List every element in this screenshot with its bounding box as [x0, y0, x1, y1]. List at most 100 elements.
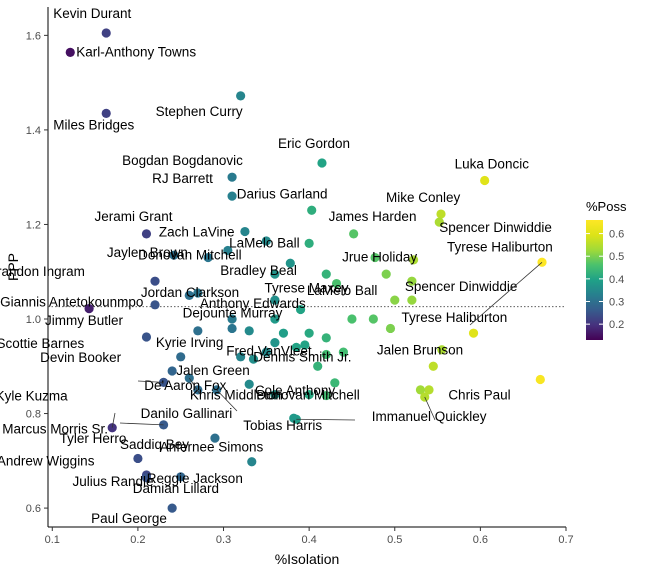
- scatter-point: [408, 255, 419, 265]
- point-label: Kyle Kuzma: [0, 388, 68, 403]
- point-label: Spencer Dinwiddie: [405, 279, 518, 294]
- scatter-point: [291, 342, 301, 352]
- scatter-point: [436, 209, 446, 219]
- point-label: Anfernee Simons: [160, 439, 264, 454]
- scatter-point: [203, 252, 213, 263]
- scatter-point: [141, 229, 152, 239]
- scatter-point: [210, 433, 220, 443]
- point-label: Darius Garland: [237, 186, 328, 201]
- scatter-point: [434, 217, 444, 227]
- x-tick-label: 0.7: [558, 534, 573, 546]
- leader-line: [119, 422, 164, 426]
- y-tick-label: 0.8: [26, 409, 41, 421]
- point-label: Jaylen Brown: [107, 245, 188, 260]
- scatter-point: [193, 288, 203, 298]
- point-label: Bogdan Bogdanovic: [122, 153, 243, 168]
- scatter-point: [133, 453, 143, 464]
- scatter-point: [437, 345, 447, 355]
- scatter-point: [338, 347, 348, 357]
- point-label: De'Aaron Fox: [144, 378, 226, 393]
- scatter-point: [167, 503, 177, 513]
- point-label: Tyrese Haliburton: [447, 239, 553, 254]
- scatter-point: [407, 295, 417, 305]
- point-label: Paul George: [91, 511, 167, 526]
- point-label: Damian Lillard: [133, 481, 219, 496]
- scatter-point: [424, 385, 434, 395]
- x-tick-label: 0.5: [387, 534, 402, 546]
- scatter-point: [330, 378, 340, 388]
- scatter-point: [535, 374, 545, 385]
- y-tick-label: 1.4: [26, 125, 41, 137]
- point-label: Tobias Harris: [243, 418, 322, 433]
- labels-group: Kevin Durant Karl-Anthony Towns Miles Brid…: [0, 6, 553, 526]
- scatter-point: [223, 245, 233, 256]
- scatter-point: [270, 269, 280, 279]
- point-label: Jalen Brunson: [377, 343, 463, 358]
- scatter-point: [368, 314, 378, 324]
- point-label: Saddiq Bey: [120, 437, 189, 452]
- point-label: Miles Bridges: [53, 117, 134, 132]
- scatter-point: [240, 226, 250, 237]
- point-label: Tyrese Maxey: [265, 281, 349, 296]
- point-label: Chris Paul: [448, 388, 510, 403]
- leader-line: [424, 396, 436, 421]
- scatter-point: [150, 276, 160, 286]
- point-label: Zach LaVine: [159, 225, 235, 240]
- scatter-point: [244, 379, 254, 389]
- axes: 0.1 0.2 0.3 0.4 0.5 0.6 0.7 0.6 0.8 1.0 1.2 1.4 1.6%…: [5, 7, 574, 567]
- scatter-point: [84, 304, 94, 314]
- point-label: Reggie Jackson: [147, 471, 243, 486]
- colorbar-tick-label: 0.2: [609, 319, 624, 331]
- scatter-point: [167, 366, 177, 376]
- scatter-point: [407, 276, 417, 286]
- scatter-point: [236, 352, 246, 362]
- point-label: Khris Middleton: [190, 388, 283, 403]
- point-label: Karl-Anthony Towns: [76, 44, 196, 59]
- point-label: Donovan Mitchell: [256, 388, 360, 403]
- point-label: Luka Doncic: [455, 156, 530, 171]
- scatter-point: [236, 91, 246, 101]
- scatter-point: [141, 473, 152, 483]
- point-label: Anthony Edwards: [200, 296, 306, 311]
- leader-line: [137, 380, 164, 383]
- scatter-point: [261, 236, 271, 246]
- point-label: Jordan Clarkson: [141, 285, 239, 300]
- scatter-point: [169, 250, 179, 260]
- point-label: Bradley Beal: [220, 263, 297, 278]
- scatter-point: [244, 326, 254, 336]
- point-label: Mike Conley: [386, 190, 461, 205]
- scatter-point: [428, 361, 438, 371]
- point-label: Donovan Mitchell: [138, 248, 242, 263]
- scatter-point: [304, 328, 314, 338]
- point-label: Andrew Wiggins: [0, 453, 95, 468]
- point-label: Brandon Ingram: [0, 264, 85, 279]
- scatter-point: [313, 361, 323, 371]
- point-label: LaMelo Ball: [307, 283, 378, 298]
- x-tick-label: 0.2: [130, 534, 145, 546]
- scatter-point: [248, 354, 259, 364]
- point-label: Tyrese Haliburton: [402, 310, 508, 325]
- colorbar-tick-label: 0.5: [609, 251, 624, 263]
- scatter-point: [270, 295, 280, 305]
- scatter-point: [381, 269, 391, 279]
- scatter-point: [65, 47, 75, 57]
- scatter-point: [480, 175, 490, 186]
- colorbar-tick-label: 0.6: [609, 229, 624, 241]
- point-label: Dennis Smith Jr.: [253, 349, 351, 364]
- point-label: Giannis Antetokounmpo: [0, 295, 143, 310]
- scatter-point: [321, 390, 331, 401]
- scatter-point: [307, 205, 317, 215]
- scatter-point: [289, 413, 299, 423]
- point-label: Scottie Barnes: [0, 336, 85, 351]
- scatter-point: [304, 238, 314, 248]
- leader-line: [469, 261, 543, 326]
- point-label: Jrue Holiday: [342, 250, 417, 265]
- y-axis-title: PPP: [5, 253, 21, 281]
- point-label: Immanuel Quickley: [372, 409, 487, 424]
- scatter-point: [270, 314, 280, 324]
- point-label: Jalen Green: [176, 363, 250, 378]
- point-label: RJ Barrett: [152, 171, 213, 186]
- leader-line: [188, 377, 201, 395]
- leader-line: [216, 389, 238, 412]
